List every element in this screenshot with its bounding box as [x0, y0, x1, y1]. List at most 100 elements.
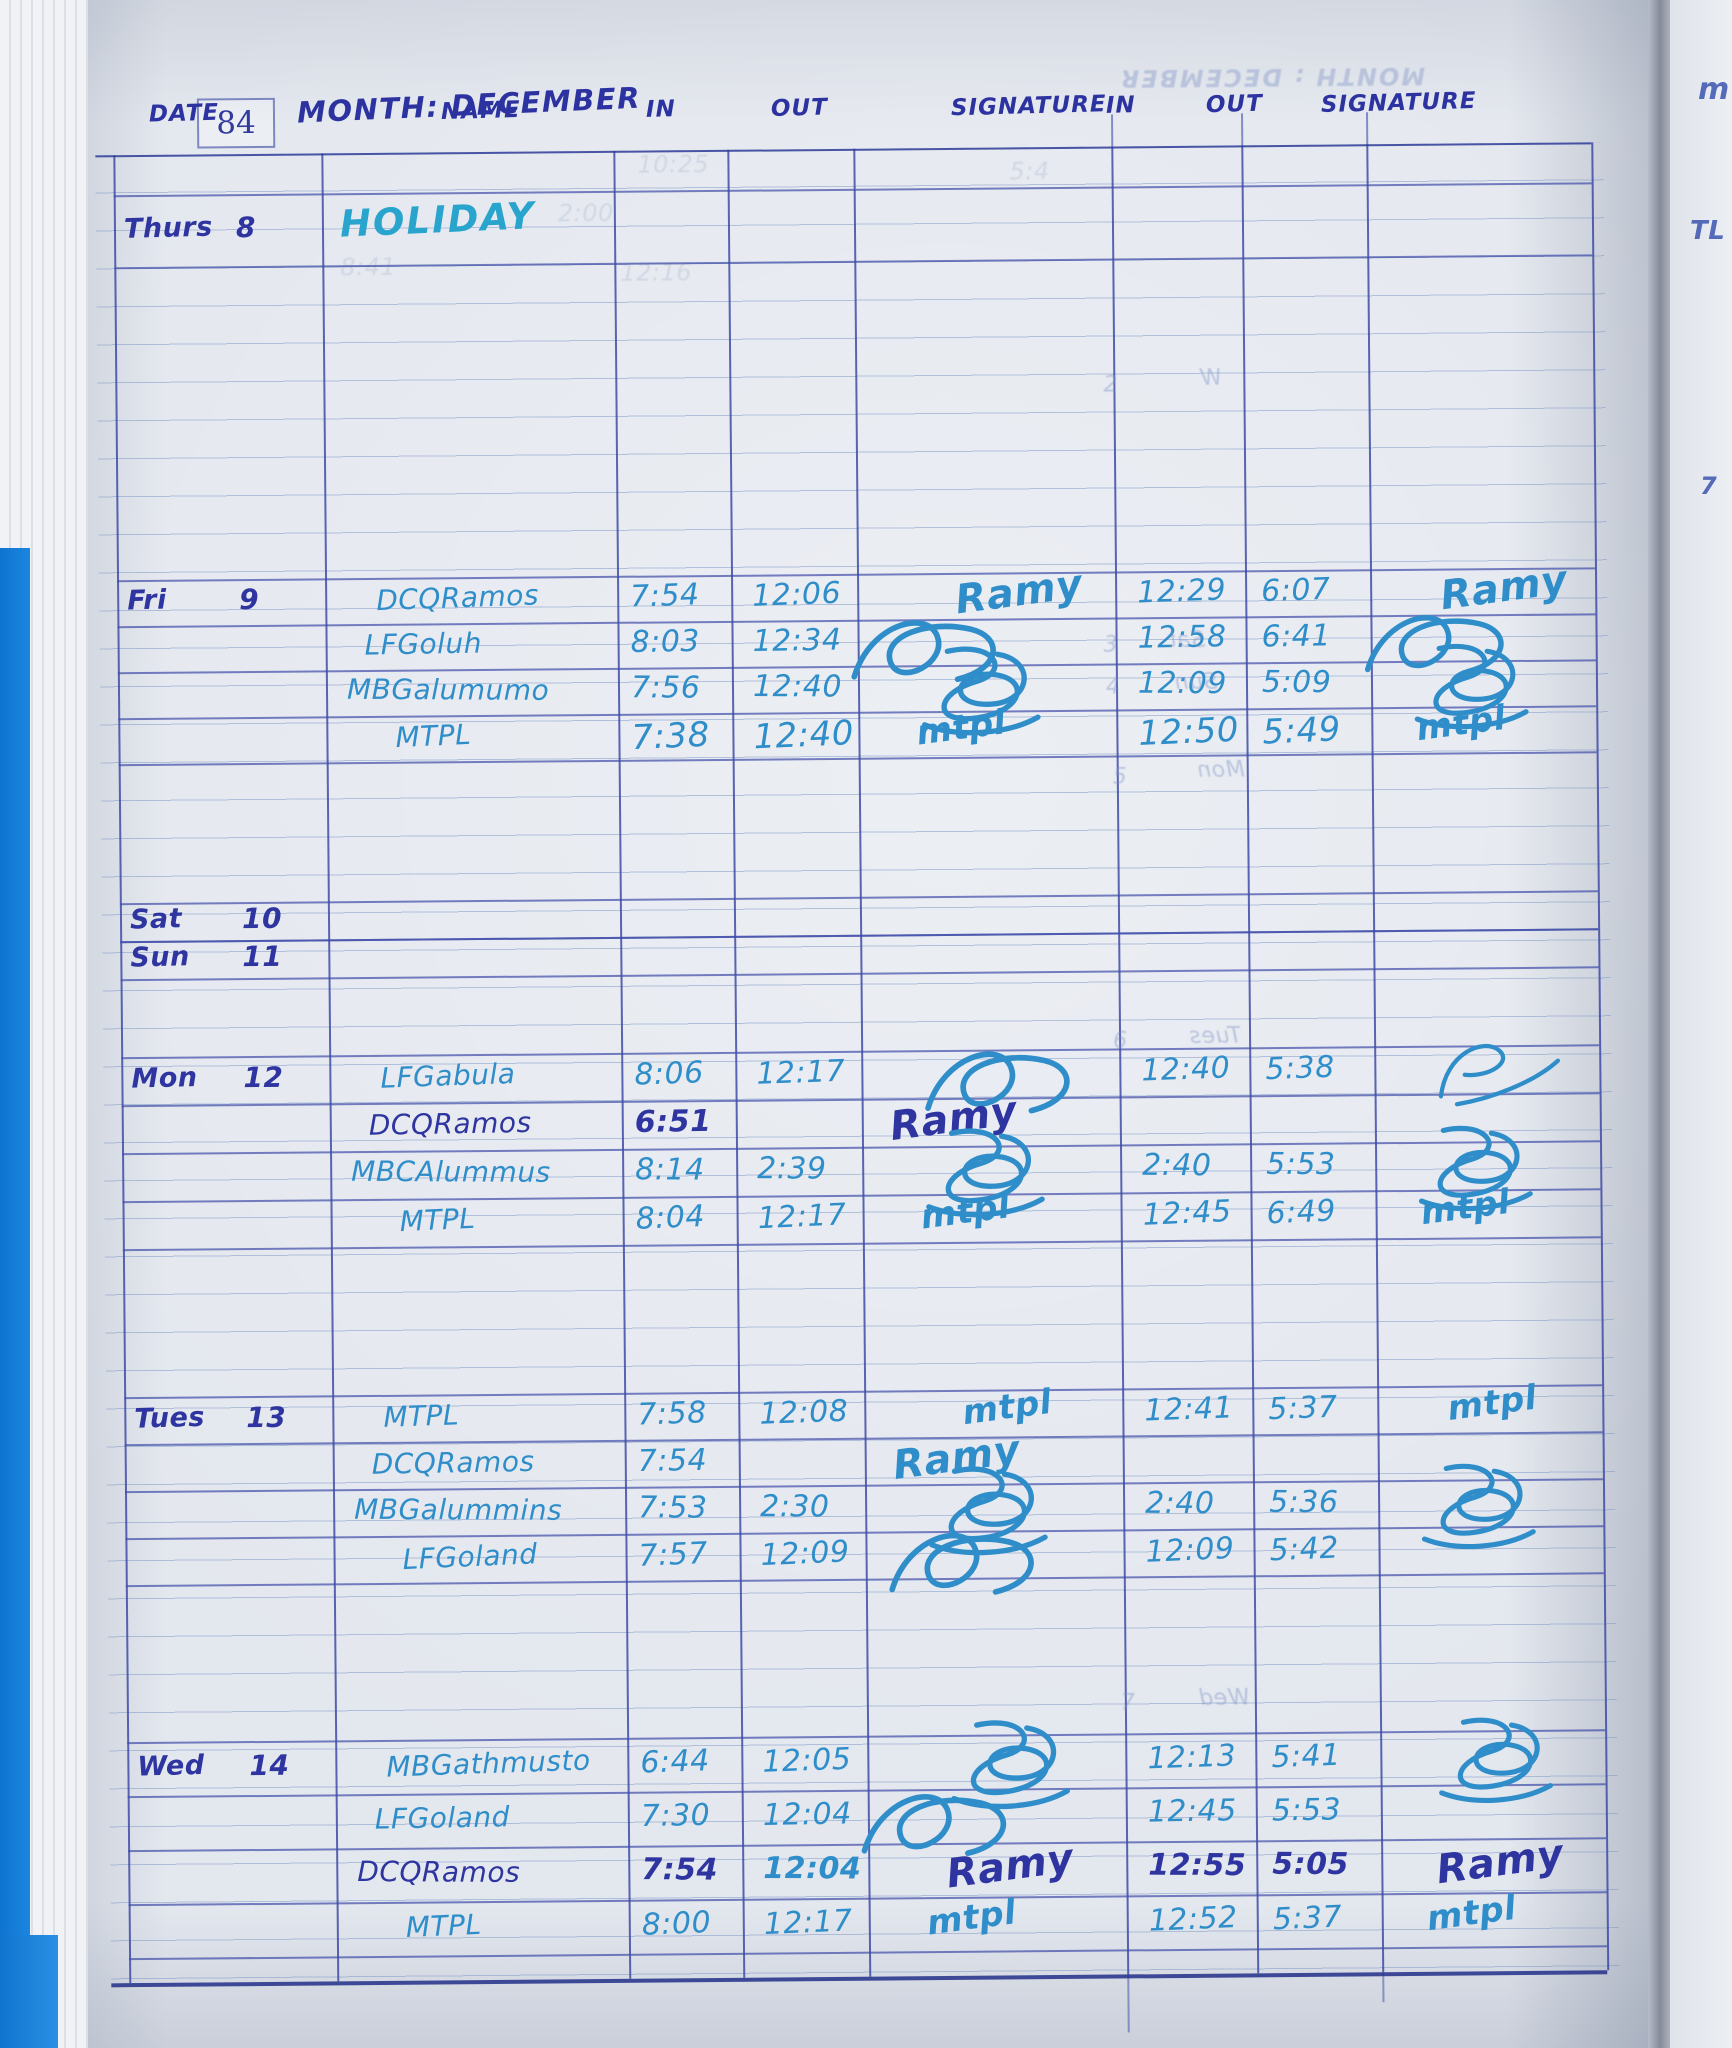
bleedthrough-faint: 2:00 [557, 198, 614, 228]
time-in-am: 8:04 [634, 1198, 706, 1237]
entry-name: MTPL [394, 717, 472, 755]
adjacent-page-mark: m [1698, 72, 1730, 107]
time-in-am: 8:14 [635, 1152, 705, 1188]
book-cover-edge [0, 548, 30, 2048]
time-out-am: 12:17 [755, 1053, 846, 1092]
column-header-date-0: DATE [148, 99, 220, 128]
time-in-am: 7:54 [629, 577, 701, 615]
adjacent-page-mark: TL [1690, 216, 1726, 246]
day-label: Tues [133, 1401, 206, 1435]
logbook-sheet: 84 MONTH: DECEMBER DATE NAME IN OUT SIGNATUR… [88, 0, 1666, 2048]
book-cover-corner [0, 1935, 58, 2048]
time-in-am: 7:58 [636, 1394, 708, 1433]
date-label: 11 [242, 939, 283, 974]
table-grid [88, 0, 1648, 2033]
time-out-pm: 6:49 [1265, 1193, 1337, 1232]
bleedthrough-faint: 12:16 [620, 258, 693, 287]
time-out-am: 12:06 [751, 575, 842, 614]
signature-scribble-4-0-pm [1419, 1028, 1580, 1109]
time-out-am: 12:17 [756, 1197, 848, 1237]
time-in-pm: 12:50 [1137, 709, 1240, 755]
signature-scribble-5-2-pm [1392, 1454, 1585, 1552]
entry-name: MTPL [398, 1201, 477, 1239]
entry-name: LFGoland [401, 1536, 539, 1576]
time-in-am: 7:54 [637, 1442, 708, 1479]
time-out-am: 2:30 [760, 1488, 830, 1525]
time-in-am: 8:00 [641, 1904, 712, 1943]
time-in-pm: 2:40 [1145, 1485, 1215, 1521]
entry-name: DCQRamos [357, 1855, 521, 1889]
date-label: 10 [241, 901, 283, 936]
bleedthrough-token: Sat [1167, 627, 1206, 654]
day-label: Sat [129, 903, 183, 936]
time-out-pm: 5:53 [1266, 1146, 1336, 1183]
entry-name: MBCAlummus [351, 1154, 551, 1189]
bleedthrough-token: W [1199, 365, 1222, 391]
entry-name: DCQRamos [371, 1444, 535, 1481]
time-in-pm: 12:45 [1147, 1793, 1238, 1830]
day-label: Sun [129, 941, 191, 974]
time-out-am: 12:05 [761, 1741, 852, 1780]
time-out-am: 12:09 [759, 1533, 851, 1573]
bleedthrough-token: 2 [1103, 372, 1118, 398]
column-header-name-1: NAME [440, 96, 521, 126]
bleedthrough-token: Wed [1198, 1685, 1250, 1711]
time-out-am: 12:40 [752, 713, 855, 758]
time-out-am: 12:40 [752, 669, 843, 705]
grid-vline-tick [1241, 113, 1244, 146]
time-out-am: 12:04 [762, 1796, 853, 1834]
adjacent-page-mark: 7 [1700, 472, 1718, 500]
entry-name: DCQRamos [368, 1105, 532, 1142]
entry-name: LFGoland [374, 1800, 511, 1836]
time-in-am: 6:51 [634, 1103, 712, 1141]
day-label: Thurs [123, 211, 214, 245]
column-header-signature-7: SIGNATURE [1320, 87, 1477, 119]
entry-name: LFGoluh [364, 626, 483, 662]
time-out-pm: 6:41 [1261, 618, 1332, 655]
signature-scribble-5-3-am [878, 1517, 1079, 1619]
time-in-am: 7:53 [638, 1489, 708, 1526]
grid-vline-tail [1127, 1974, 1130, 2033]
time-out-pm: 5:42 [1268, 1529, 1340, 1568]
holiday-note: HOLIDAY [339, 194, 537, 246]
notebook-page: 84 MONTH: DECEMBER DATE NAME IN OUT SIGNATUR… [88, 0, 1648, 2048]
column-header-out-6: OUT [1205, 90, 1264, 119]
date-label: 13 [246, 1400, 287, 1434]
date-label: 12 [243, 1060, 284, 1095]
entry-name: MTPL [405, 1907, 483, 1945]
bleedthrough-token: 4 [1105, 674, 1121, 700]
time-in-am: 7:57 [637, 1535, 709, 1574]
entry-name: MBGalummins [354, 1492, 563, 1527]
time-in-am: 6:44 [639, 1743, 711, 1781]
time-in-pm: 12:52 [1148, 1899, 1239, 1939]
entry-name: MBGalumumo [346, 672, 550, 707]
entry-name: DCQRamos [375, 578, 540, 618]
time-in-am: 8:03 [630, 623, 701, 661]
page-number: 84 [216, 104, 256, 142]
time-out-am: 12:04 [763, 1850, 862, 1887]
time-out-pm: 5:37 [1267, 1389, 1339, 1427]
bleedthrough-token: 7 [1120, 1690, 1136, 1716]
bleedthrough-token: 3 [1103, 632, 1119, 658]
time-in-pm: 12:55 [1148, 1847, 1247, 1884]
page-crease [1648, 0, 1670, 2048]
column-header-signature-4: SIGNATURE [950, 91, 1107, 122]
column-header-out-3: OUT [770, 94, 829, 122]
adjacent-page-sliver: m TL 7 [1670, 0, 1732, 2048]
bleedthrough-faint: 8:41 [340, 252, 397, 282]
time-in-pm: 12:09 [1144, 1530, 1236, 1570]
day-label: Mon [130, 1061, 198, 1095]
time-in-am: 7:38 [630, 714, 711, 759]
time-out-pm: 5:38 [1264, 1049, 1336, 1088]
bleedthrough-token: Mon [1196, 757, 1245, 783]
time-out-pm: 5:09 [1261, 664, 1332, 701]
time-in-am: 7:30 [640, 1797, 711, 1834]
time-out-pm: 5:41 [1270, 1737, 1342, 1776]
column-header-in-5: IN [1105, 92, 1137, 119]
entry-name: LFGabula [379, 1056, 516, 1095]
time-out-pm: 6:07 [1260, 571, 1332, 610]
time-out-pm: 5:36 [1269, 1484, 1339, 1520]
time-out-am: 12:17 [763, 1903, 854, 1943]
entry-name: MTPL [382, 1397, 460, 1434]
